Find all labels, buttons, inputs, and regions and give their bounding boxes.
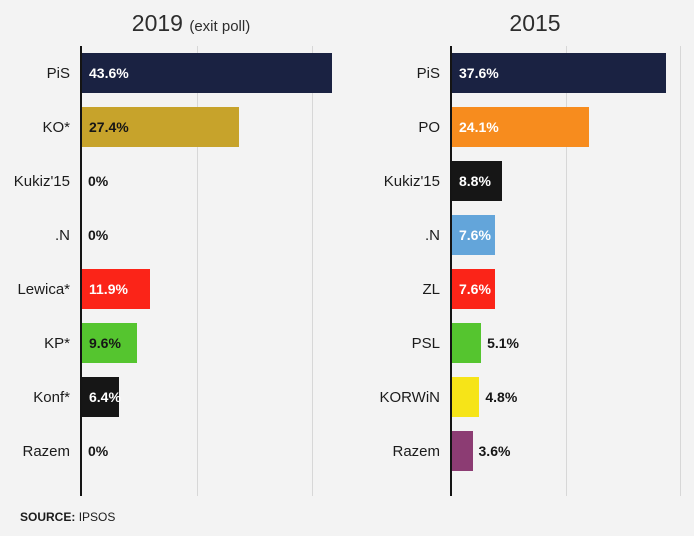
bar-PSL xyxy=(452,323,482,363)
category-label: ZL xyxy=(422,280,440,298)
plot-area-2019: PiS KO* Kukiz'15 .N Lewica* KP* Konf* Razem 43.… xyxy=(0,46,352,496)
bar-Kukiz'15: 8.8% xyxy=(452,161,503,201)
value-label: 11.9% xyxy=(89,281,128,297)
chart-2015: 2015 PiS PO Kukiz'15 .N ZL PSL KORWiN Razem 37.… xyxy=(360,10,681,496)
bar-PiS: 37.6% xyxy=(452,53,667,93)
bar-row: 6.4% xyxy=(82,370,352,424)
category-labels-2019: PiS KO* Kukiz'15 .N Lewica* KP* Konf* Razem xyxy=(0,46,80,496)
bar-ZL: 7.6% xyxy=(452,269,496,309)
value-label: 0% xyxy=(88,173,109,189)
bar-row: 24.1% xyxy=(452,100,680,154)
category-label: KP* xyxy=(44,334,70,352)
category-label: Kukiz'15 xyxy=(383,172,440,190)
value-label: 7.6% xyxy=(459,227,491,243)
chart-subtitle: (exit poll) xyxy=(189,18,251,35)
bar-Razem xyxy=(452,431,473,471)
category-label: .N xyxy=(425,226,440,244)
bar-row: 11.9% xyxy=(82,262,352,316)
category-label: KORWiN xyxy=(379,388,440,406)
bar-row: 9.6% xyxy=(82,316,352,370)
value-label: 37.6% xyxy=(459,65,499,81)
chart-year: 2019 xyxy=(131,10,183,36)
bar-Konf*: 6.4% xyxy=(82,377,121,417)
category-label: Razem xyxy=(392,442,440,460)
value-label: 8.8% xyxy=(459,173,491,189)
category-label: PiS xyxy=(46,64,70,82)
value-label: 7.6% xyxy=(459,281,491,297)
value-label: 27.4% xyxy=(89,119,129,135)
bar-row: 5.1% xyxy=(452,316,680,370)
category-label: Kukiz'15 xyxy=(13,172,70,190)
charts-container: 2019 (exit poll) PiS KO* Kukiz'15 .N Lewica*… xyxy=(0,10,681,496)
category-label: Razem xyxy=(22,442,70,460)
bars-area-2019: 43.6% 27.4% 0% 0% 11.9% 9.6% 6.4% 0% xyxy=(80,46,352,496)
bar-KORWiN xyxy=(452,377,480,417)
category-label: PiS xyxy=(416,64,440,82)
gridline xyxy=(680,46,681,496)
source-line: SOURCE: IPSOS xyxy=(20,510,115,524)
source-value: IPSOS xyxy=(78,510,116,524)
source-label: SOURCE: xyxy=(20,510,76,524)
category-label: PSL xyxy=(411,334,440,352)
value-label: 3.6% xyxy=(478,443,511,459)
bar-row: 43.6% xyxy=(82,46,352,100)
chart-title-2019: 2019 (exit poll) xyxy=(0,10,352,46)
gridline xyxy=(196,46,198,496)
gridline xyxy=(311,46,313,496)
bar-row: 37.6% xyxy=(452,46,680,100)
chart-year: 2015 xyxy=(509,10,561,36)
bar-KO*: 27.4% xyxy=(82,107,240,147)
value-label: 5.1% xyxy=(487,335,519,351)
bar-row: 27.4% xyxy=(82,100,352,154)
value-label: 24.1% xyxy=(459,119,499,135)
bar-.N: 7.6% xyxy=(452,215,496,255)
value-label: 43.6% xyxy=(89,65,129,81)
value-label: 4.8% xyxy=(485,389,518,405)
bar-Lewica*: 11.9% xyxy=(82,269,151,309)
value-label: 9.6% xyxy=(89,335,121,351)
category-label: Konf* xyxy=(33,388,70,406)
gridline xyxy=(566,46,567,496)
bar-row: 7.6% xyxy=(452,208,680,262)
value-label: 6.4% xyxy=(89,389,121,405)
bar-row: 3.6% xyxy=(452,424,680,478)
category-label: PO xyxy=(418,118,440,136)
category-label: KO* xyxy=(42,118,70,136)
category-labels-2015: PiS PO Kukiz'15 .N ZL PSL KORWiN Razem xyxy=(360,46,450,496)
bars-area-2015: 37.6% 24.1% 8.8% 7.6% 7.6% 5.1% 4.8% 3.6% xyxy=(450,46,681,496)
bar-row: 0% xyxy=(82,208,352,262)
bar-PO: 24.1% xyxy=(452,107,590,147)
bar-KP*: 9.6% xyxy=(82,323,138,363)
plot-area-2015: PiS PO Kukiz'15 .N ZL PSL KORWiN Razem 37.6% 24.… xyxy=(360,46,681,496)
bar-row: 0% xyxy=(82,154,352,208)
bar-row: 7.6% xyxy=(452,262,680,316)
chart-title-2015: 2015 xyxy=(360,10,680,46)
bar-row: 0% xyxy=(82,424,352,478)
bar-row: 4.8% xyxy=(452,370,680,424)
category-label: .N xyxy=(55,226,70,244)
value-label: 0% xyxy=(88,227,109,243)
value-label: 0% xyxy=(88,443,109,459)
bar-row: 8.8% xyxy=(452,154,680,208)
chart-2019: 2019 (exit poll) PiS KO* Kukiz'15 .N Lewica*… xyxy=(0,10,352,496)
category-label: Lewica* xyxy=(17,280,70,298)
bar-PiS: 43.6% xyxy=(82,53,333,93)
